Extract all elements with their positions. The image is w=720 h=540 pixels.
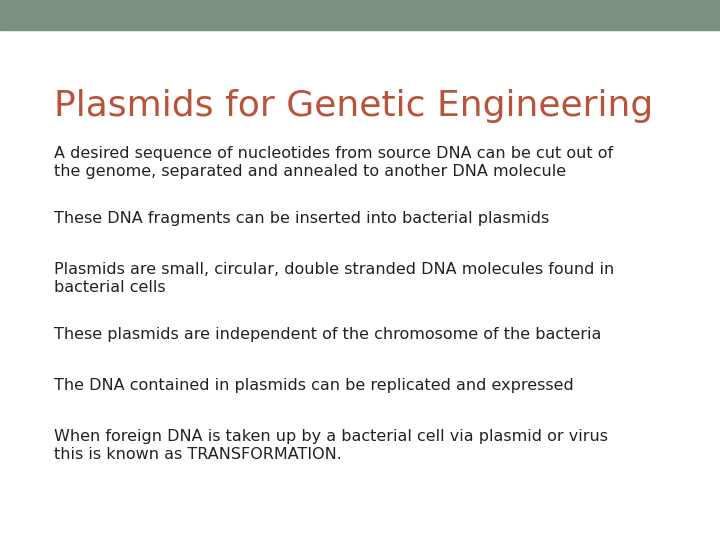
Text: These DNA fragments can be inserted into bacterial plasmids: These DNA fragments can be inserted into… bbox=[54, 211, 549, 226]
Text: The DNA contained in plasmids can be replicated and expressed: The DNA contained in plasmids can be rep… bbox=[54, 378, 574, 393]
Text: These plasmids are independent of the chromosome of the bacteria: These plasmids are independent of the ch… bbox=[54, 327, 601, 342]
Text: A desired sequence of nucleotides from source DNA can be cut out of
the genome, : A desired sequence of nucleotides from s… bbox=[54, 146, 613, 179]
Text: Plasmids are small, circular, double stranded DNA molecules found in
bacterial c: Plasmids are small, circular, double str… bbox=[54, 262, 614, 295]
Text: When foreign DNA is taken up by a bacterial cell via plasmid or virus
this is kn: When foreign DNA is taken up by a bacter… bbox=[54, 429, 608, 462]
Text: Plasmids for Genetic Engineering: Plasmids for Genetic Engineering bbox=[54, 89, 653, 123]
